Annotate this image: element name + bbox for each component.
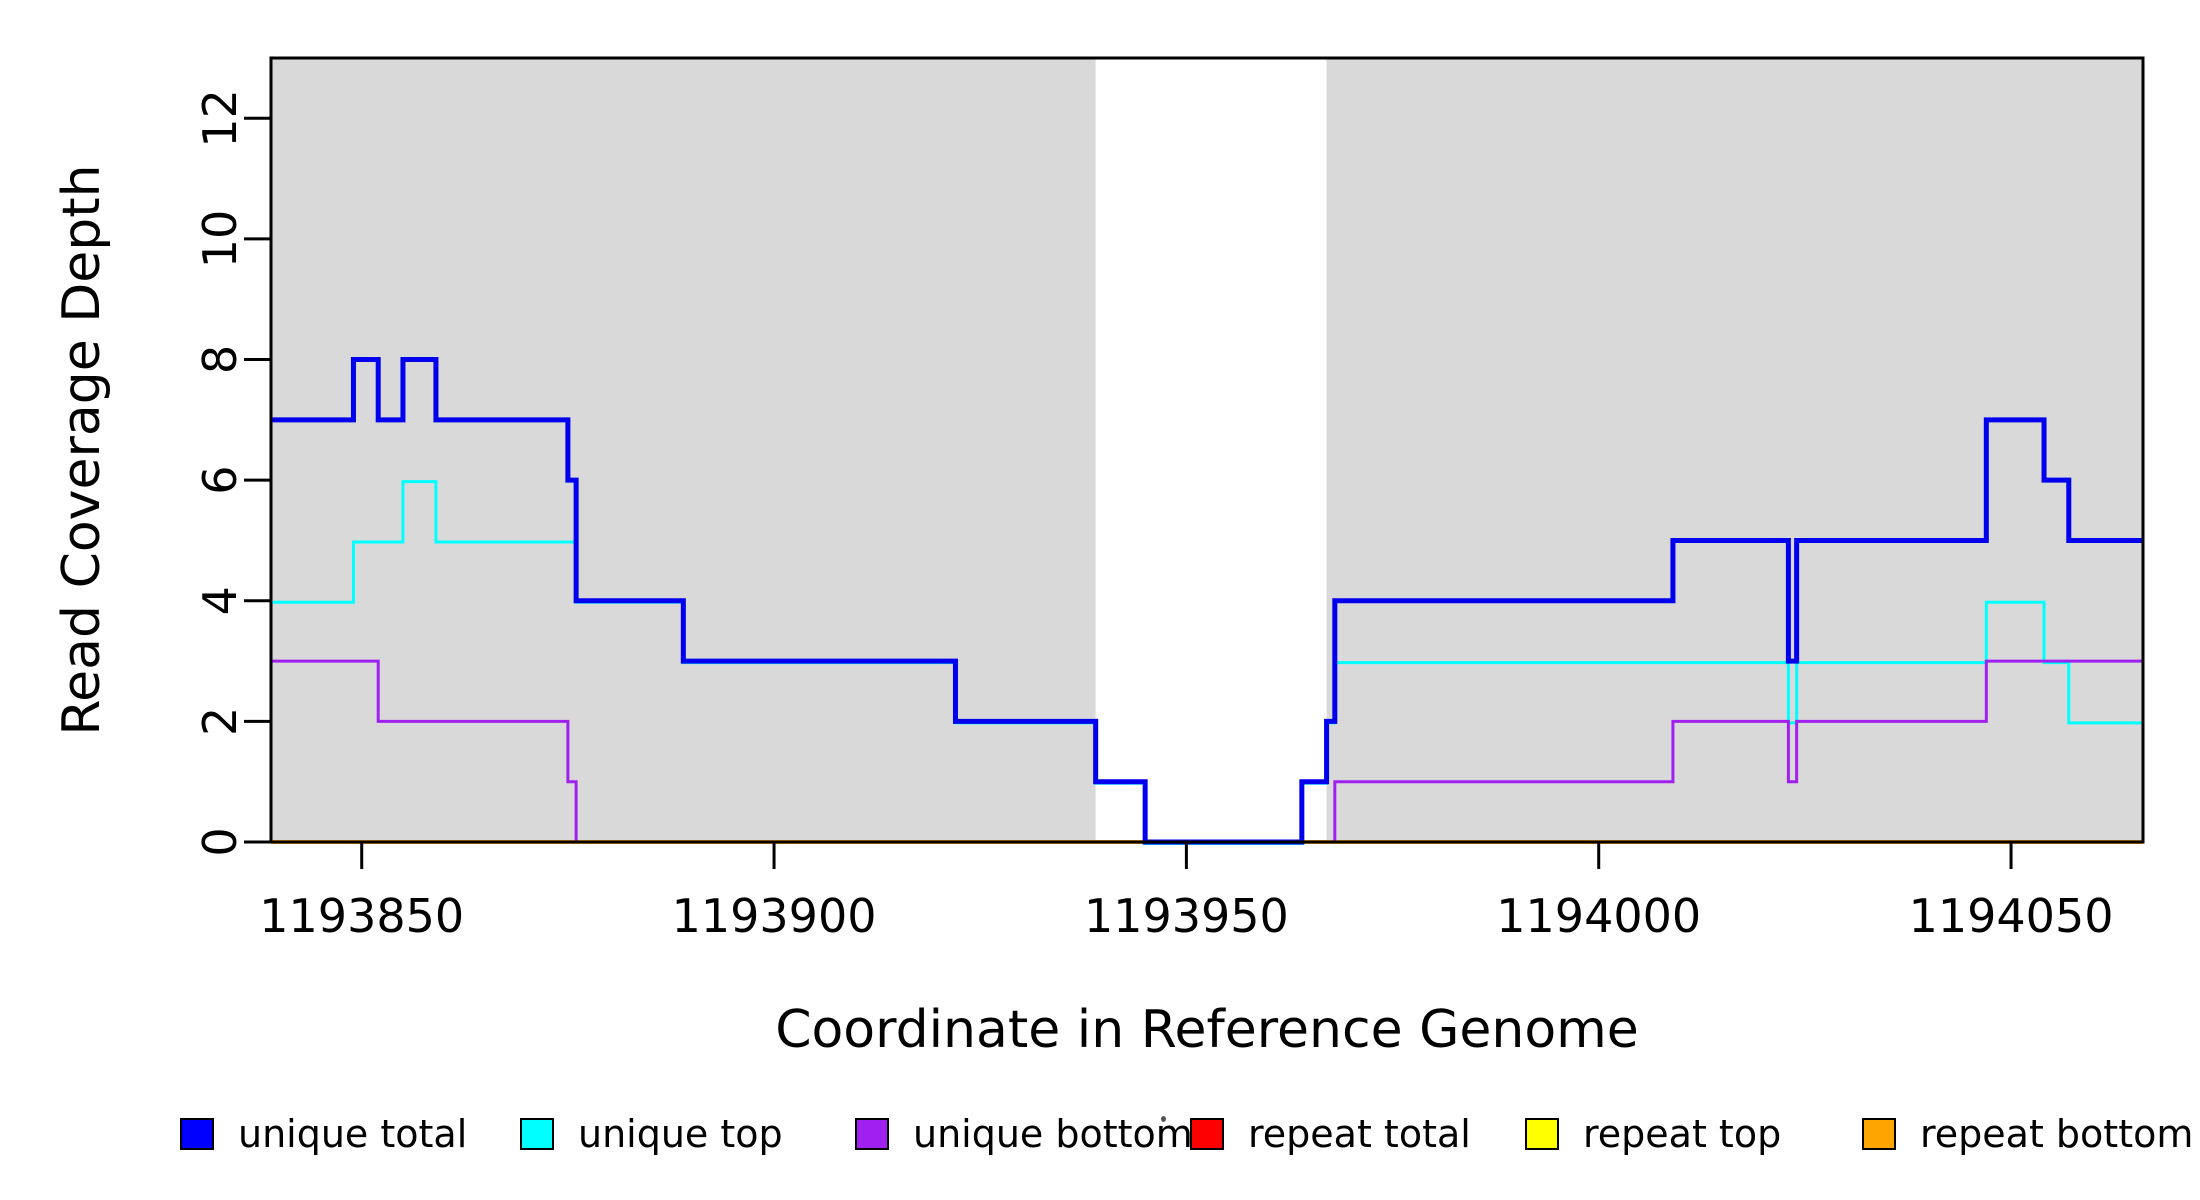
y-tick-label: 10 [193, 210, 247, 269]
plot-border [269, 56, 2145, 844]
y-axis-title: Read Coverage Depth [52, 164, 112, 736]
unique-total-line [271, 357, 2143, 845]
x-tick-label: 1194000 [1496, 889, 1701, 943]
x-tick-label: 1194050 [1909, 889, 2114, 943]
shaded-region [271, 58, 1096, 842]
unique-bottom-line [271, 659, 2143, 844]
x-tick-label: 1193850 [259, 889, 464, 943]
y-tick-label: 6 [193, 466, 247, 495]
y-tick-label: 2 [193, 707, 247, 736]
x-tick-label: 1193950 [1084, 889, 1289, 943]
y-tick-label: 0 [193, 827, 247, 856]
x-axis-title: Coordinate in Reference Genome [775, 1000, 1639, 1060]
y-tick-label: 4 [193, 586, 247, 615]
x-tick-label: 1193900 [672, 889, 877, 943]
y-tick-label: 8 [193, 345, 247, 374]
shaded-region [1326, 58, 2143, 842]
y-tick-label: 12 [193, 89, 247, 148]
